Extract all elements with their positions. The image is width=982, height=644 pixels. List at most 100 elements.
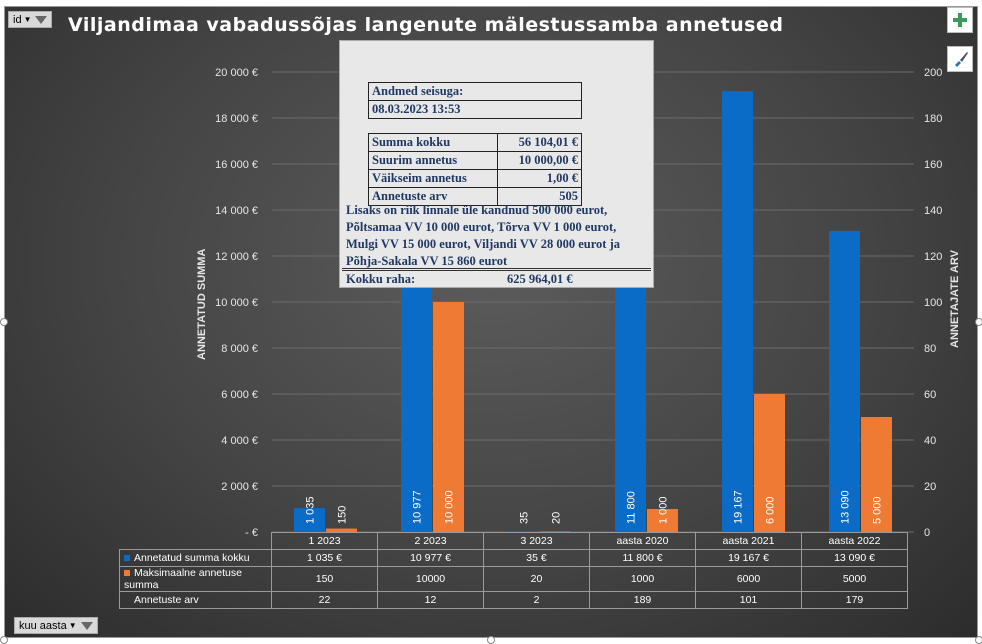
y-left-axis-title: ANNETATUD SUMMA	[196, 249, 208, 360]
table-cell: 12	[378, 592, 484, 609]
as-of-table: Andmed seisuga: 08.03.2023 13:53	[368, 82, 582, 119]
resize-handle[interactable]	[487, 636, 495, 644]
total-label: Kokku raha:	[346, 272, 415, 287]
stats-value: 56 104,01 €	[497, 134, 581, 152]
category-label: aasta 2022	[802, 533, 908, 550]
id-filter-label: id	[13, 14, 22, 26]
bar-data-label: 13 090	[840, 490, 852, 524]
series-legend-cell: Annetatud summa kokku	[120, 550, 272, 567]
info-note-line: Mulgi VV 15 000 eurot, Viljandi VV 28 00…	[346, 236, 620, 253]
as-of-label: Andmed seisuga:	[369, 83, 582, 101]
y-right-tick-label: 80	[924, 343, 936, 355]
category-label: aasta 2020	[590, 533, 696, 550]
bar-annetatud-summa	[829, 231, 860, 532]
id-filter-button[interactable]: id ▼	[8, 11, 52, 28]
bar-data-label: 6 000	[765, 496, 777, 524]
legend-swatch	[124, 555, 130, 561]
y-left-tick-label: 18 000 €	[215, 113, 258, 125]
stats-label: Suurim annetus	[369, 152, 498, 170]
resize-handle[interactable]	[975, 636, 982, 644]
y-right-tick-label: 160	[924, 159, 942, 171]
table-cell: 10 977 €	[378, 550, 484, 567]
chart-title[interactable]: Viljandimaa vabadussõjas langenute mäles…	[68, 14, 783, 36]
y-left-tick-label: 20 000 €	[215, 67, 258, 79]
bar-data-label: 35	[519, 512, 531, 524]
series-name: Annetatud summa kokku	[134, 552, 250, 564]
stats-value: 1,00 €	[497, 170, 581, 188]
stats-label: Väikseim annetus	[369, 170, 498, 188]
resize-handle[interactable]	[975, 318, 982, 326]
table-cell: 6000	[696, 567, 802, 592]
kuu-aasta-filter-button[interactable]: kuu aasta ▼	[14, 617, 98, 634]
y-right-tick-label: 40	[924, 435, 936, 447]
table-cell: 10000	[378, 567, 484, 592]
table-cell: 2	[484, 592, 590, 609]
info-textbox[interactable]: Andmed seisuga: 08.03.2023 13:53 Summa k…	[339, 40, 654, 288]
paintbrush-icon	[951, 50, 969, 68]
dropdown-arrow-icon: ▼	[69, 621, 77, 630]
table-cell: 20	[484, 567, 590, 592]
resize-handle[interactable]	[0, 318, 8, 326]
info-divider	[342, 268, 651, 271]
bar-data-label: 150	[337, 506, 349, 524]
table-cell: 22	[272, 592, 378, 609]
filter-funnel-icon	[81, 622, 93, 630]
stats-label: Summa kokku	[369, 134, 498, 152]
table-cell: 11 800 €	[590, 550, 696, 567]
table-corner	[120, 533, 272, 550]
bar-data-label: 10 000	[444, 490, 456, 524]
y-right-tick-label: 140	[924, 205, 942, 217]
category-label: 2 2023	[378, 533, 484, 550]
bar-data-label: 11 800	[626, 491, 638, 524]
bar-data-label: 20	[551, 512, 563, 524]
kuu-aasta-filter-label: kuu aasta	[19, 620, 67, 632]
y-left-tick-label: 10 000 €	[215, 297, 258, 309]
y-left-tick-label: 12 000 €	[215, 251, 258, 263]
chart-styles-button[interactable]	[947, 46, 973, 72]
y-right-tick-label: 120	[924, 251, 942, 263]
y-right-tick-label: 200	[924, 67, 942, 79]
y-left-tick-label: 16 000 €	[215, 159, 258, 171]
series-legend-cell: Annetuste arv	[120, 592, 272, 609]
y-right-tick-label: 0	[924, 527, 930, 539]
info-note-line: Põltsamaa VV 10 000 eurot, Tõrva VV 1 00…	[346, 219, 620, 236]
category-label: aasta 2021	[696, 533, 802, 550]
bar-data-label: 1 035	[305, 496, 317, 524]
total-value: 625 964,01 €	[507, 272, 573, 287]
series-name: Annetuste arv	[134, 594, 199, 606]
series-legend-cell: Maksimaalne annetuse summa	[120, 567, 272, 592]
filter-funnel-icon	[35, 16, 47, 24]
table-cell: 19 167 €	[696, 550, 802, 567]
y-right-tick-label: 180	[924, 113, 942, 125]
bar-data-label: 10 977	[412, 490, 424, 524]
table-cell: 189	[590, 592, 696, 609]
bar-data-label: 19 167	[733, 490, 745, 524]
legend-swatch	[124, 597, 130, 603]
table-cell: 13 090 €	[802, 550, 908, 567]
category-label: 3 2023	[484, 533, 590, 550]
table-cell: 5000	[802, 567, 908, 592]
resize-handle[interactable]	[0, 636, 8, 644]
y-left-tick-label: 14 000 €	[215, 205, 258, 217]
series-name: Maksimaalne annetuse summa	[124, 567, 242, 591]
table-cell: 35 €	[484, 550, 590, 567]
plus-icon	[952, 12, 968, 28]
y-right-tick-label: 60	[924, 389, 936, 401]
y-left-tick-label: 4 000 €	[221, 435, 258, 447]
bar-data-label: 1 000	[658, 496, 670, 524]
y-left-tick-label: 2 000 €	[221, 481, 258, 493]
y-left-tick-label: 6 000 €	[221, 389, 258, 401]
chart-elements-button[interactable]	[947, 7, 973, 33]
info-note: Lisaks on riik linnale üle kandnud 500 0…	[346, 202, 620, 270]
legend-swatch	[124, 570, 130, 576]
category-label: 1 2023	[272, 533, 378, 550]
